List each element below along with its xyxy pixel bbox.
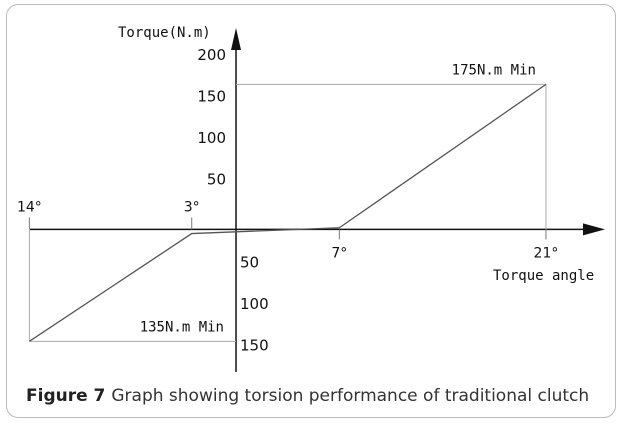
y-tick-label: 150 (240, 336, 269, 354)
caption: Figure 7 Graph showing torsion performanc… (26, 386, 589, 406)
caption-text: Graph showing torsion performance of tra… (111, 386, 590, 406)
curve (29, 83, 547, 342)
x-arrow (583, 223, 605, 236)
x-tick-label: 14° (17, 199, 42, 215)
y-tick-label: 50 (207, 170, 226, 188)
x-tick-label: 7° (331, 245, 347, 261)
y-tick-label: 50 (240, 253, 259, 271)
annotation: 175N.m Min (452, 62, 536, 78)
y-tick-label: 200 (197, 46, 226, 64)
y-tick-label: 100 (197, 129, 226, 147)
y-axis-label: Torque(N.m) (118, 25, 211, 41)
y-tick-label: 100 (240, 295, 269, 313)
annotation: 135N.m Min (140, 319, 224, 335)
x-tick-label: 21° (534, 245, 559, 261)
frame (6, 4, 616, 418)
y-arrow (231, 28, 242, 50)
x-tick-label: 3° (184, 199, 200, 215)
caption-label: Figure 7 (26, 386, 106, 406)
y-tick-label: 150 (197, 88, 226, 106)
x-axis-label: Torque angle (493, 268, 594, 284)
